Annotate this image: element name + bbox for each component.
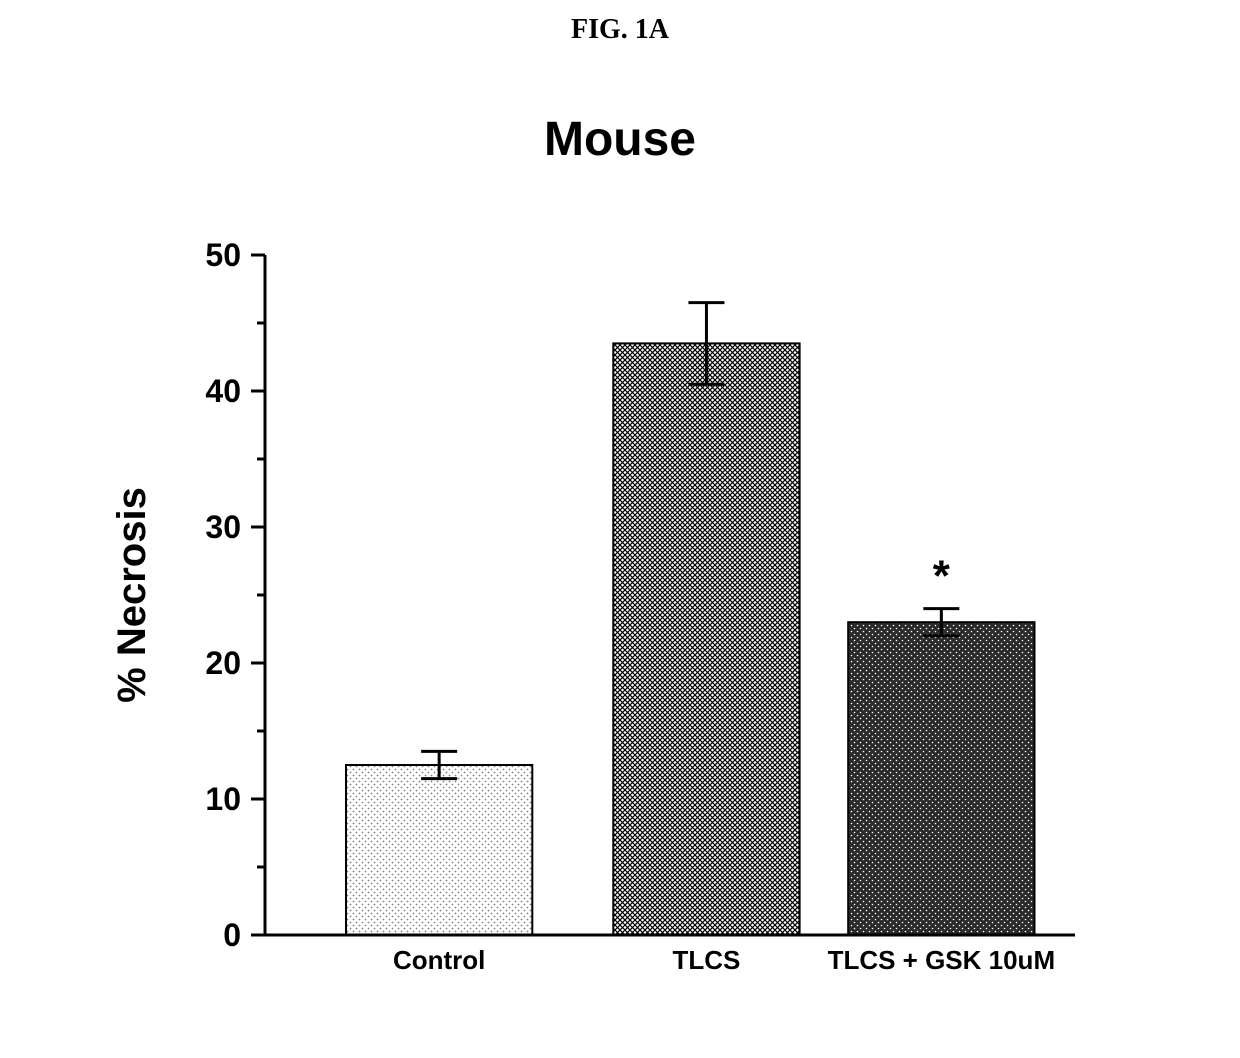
y-tick-label: 30 xyxy=(205,509,241,545)
bar-2 xyxy=(848,622,1034,935)
y-tick-label: 40 xyxy=(205,373,241,409)
figure-page: FIG. 1A Mouse ControlTLCSTLCS + GSK 10uM… xyxy=(0,0,1240,1058)
y-axis-label: % Necrosis xyxy=(110,487,154,703)
x-category-label: TLCS xyxy=(673,945,741,975)
y-tick-label: 50 xyxy=(205,237,241,273)
bar-chart: ControlTLCSTLCS + GSK 10uM*01020304050% … xyxy=(265,255,1075,935)
x-category-label: TLCS + GSK 10uM xyxy=(828,945,1056,975)
significance-star: * xyxy=(933,552,951,601)
y-tick-label: 10 xyxy=(205,781,241,817)
y-tick-label: 20 xyxy=(205,645,241,681)
chart-title: Mouse xyxy=(0,112,1240,167)
figure-label: FIG. 1A xyxy=(0,14,1240,46)
x-category-label: Control xyxy=(393,945,485,975)
y-tick-label: 0 xyxy=(223,917,241,953)
bar-0 xyxy=(346,765,532,935)
bar-1 xyxy=(613,343,799,935)
